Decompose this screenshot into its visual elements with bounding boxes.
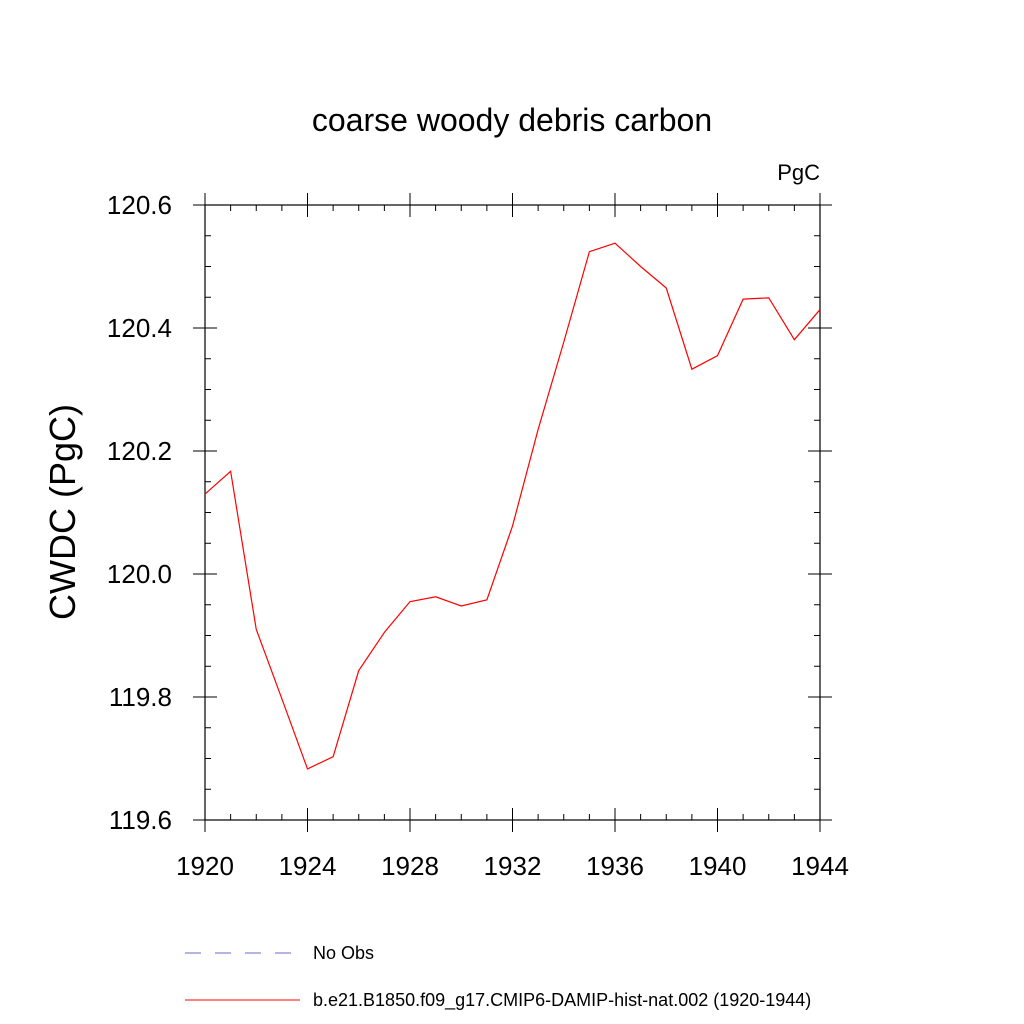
- tick-labels: 1920 1924 1928 1932 1936 1940 1944 119.6 119.8 12…: [107, 190, 849, 881]
- x-tick-label: 1932: [484, 851, 542, 881]
- legend: No Obs b.e21.B1850.f09_g17.CMIP6-DAMIP-h…: [185, 943, 811, 1011]
- x-tick-label: 1920: [176, 851, 234, 881]
- chart-title: coarse woody debris carbon: [312, 102, 712, 138]
- x-tick-label: 1928: [381, 851, 439, 881]
- x-tick-label: 1936: [586, 851, 644, 881]
- x-tick-label: 1924: [279, 851, 337, 881]
- y-tick-label: 120.0: [107, 559, 172, 589]
- legend-label-no-obs: No Obs: [313, 943, 374, 963]
- y-axis-label: CWDC (PgC): [42, 404, 83, 620]
- y-tick-label: 120.6: [107, 190, 172, 220]
- units-label: PgC: [777, 160, 820, 185]
- y-tick-label: 119.6: [109, 805, 172, 835]
- x-tick-label: 1940: [689, 851, 747, 881]
- y-tick-label: 120.4: [107, 313, 172, 343]
- y-tick-label: 120.2: [107, 436, 172, 466]
- legend-label-series: b.e21.B1850.f09_g17.CMIP6-DAMIP-hist-nat…: [313, 990, 811, 1011]
- plot-frame: [204, 204, 821, 821]
- series-layer: [204, 242, 821, 770]
- series-line-0: [204, 242, 821, 770]
- y-tick-label: 119.8: [109, 682, 172, 712]
- axis-ticks: [193, 193, 832, 832]
- x-tick-label: 1944: [791, 851, 849, 881]
